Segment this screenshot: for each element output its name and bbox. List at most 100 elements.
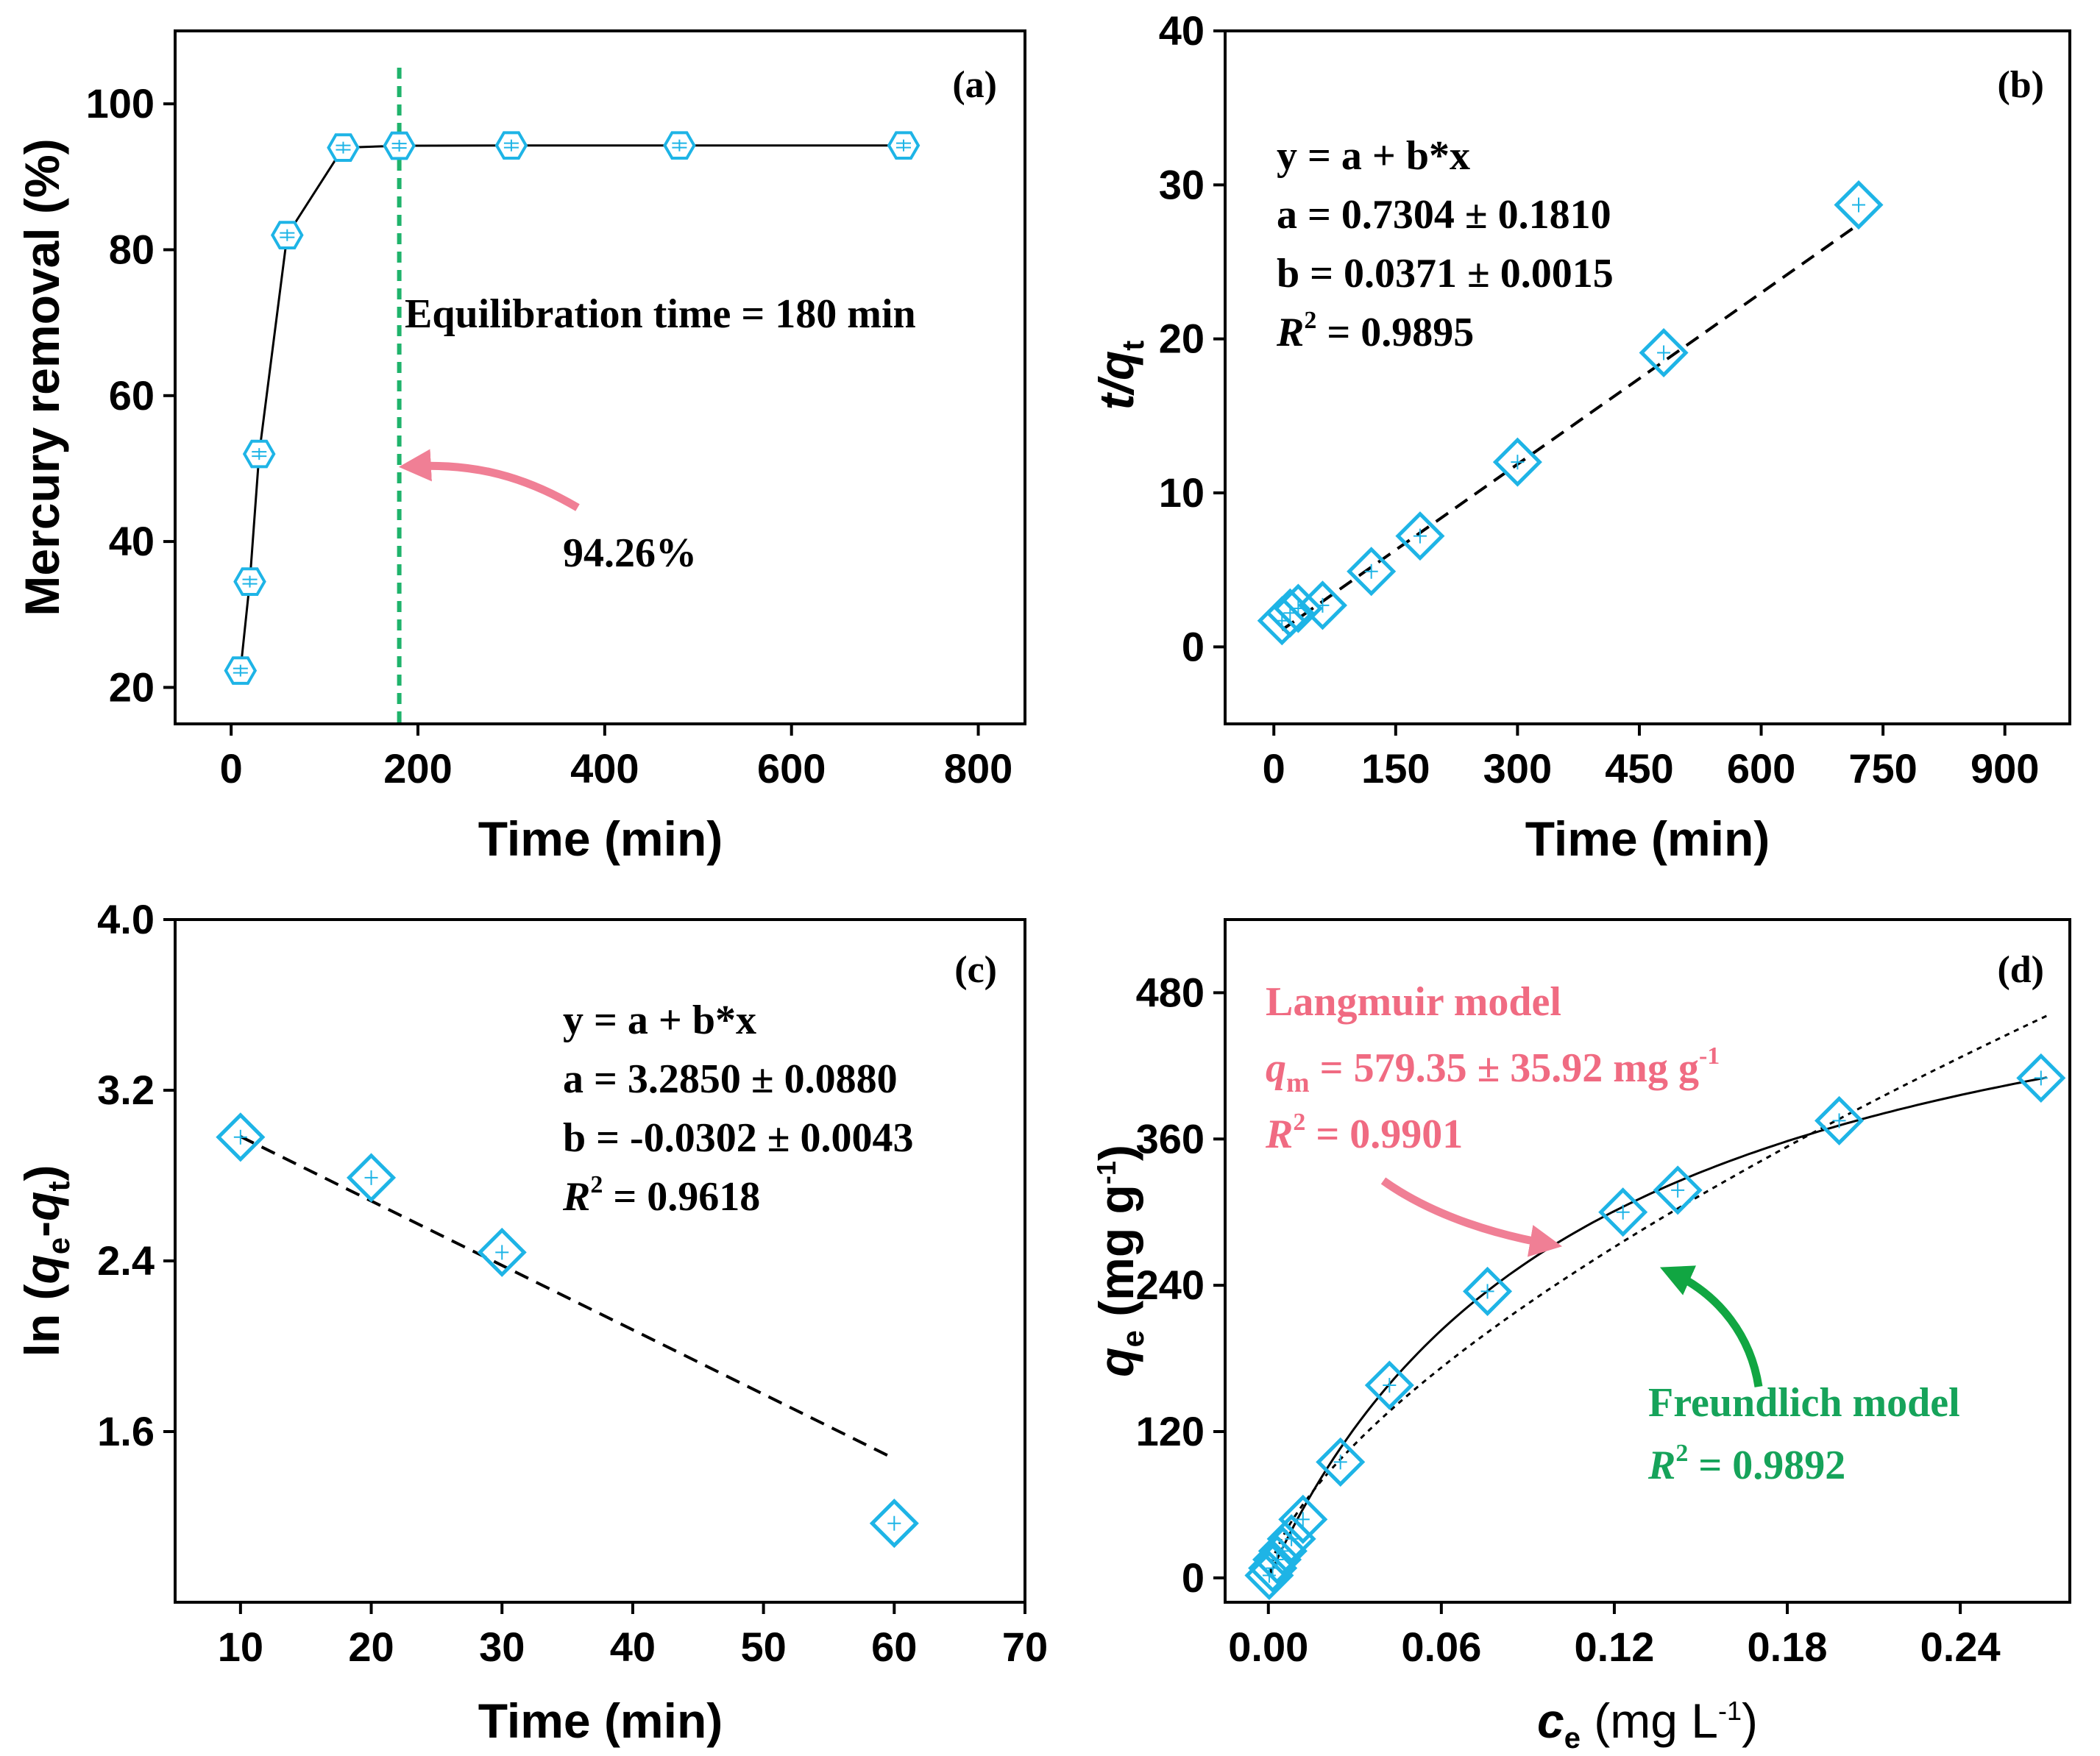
data-point bbox=[1347, 547, 1397, 597]
data-point bbox=[494, 131, 528, 160]
data-point bbox=[1278, 1494, 1328, 1544]
panel-c: 10 20 30 40 50 60 70 1.6 2.4 3.2 4.0 (c) y = a + b… bbox=[15, 896, 1048, 1748]
freundlich-r2: R2 = 0.9892 bbox=[1647, 1440, 1845, 1488]
x-tick-label: 0 bbox=[220, 745, 243, 792]
freundlich-arrow-icon bbox=[1659, 1265, 1763, 1387]
y-tick-label: 0 bbox=[1182, 1554, 1205, 1601]
panel-b-frame bbox=[1224, 29, 2071, 725]
data-point bbox=[383, 131, 416, 160]
x-tick-label: 0.06 bbox=[1401, 1624, 1481, 1670]
b-eq-line3: b = 0.0371 ± 0.0015 bbox=[1277, 251, 1614, 296]
data-point bbox=[1834, 180, 1884, 230]
x-tick-label: 60 bbox=[871, 1624, 917, 1670]
data-point bbox=[887, 131, 920, 160]
panel-d-label: (d) bbox=[1997, 949, 2044, 991]
panel-c-xlabel: Time (min) bbox=[478, 1693, 723, 1748]
panel-b-xlabel: Time (min) bbox=[1525, 811, 1770, 866]
data-point bbox=[1364, 1360, 1414, 1410]
freundlich-curve bbox=[1268, 1014, 2048, 1574]
x-tick-label: 10 bbox=[218, 1624, 263, 1670]
data-point bbox=[1316, 1437, 1366, 1487]
y-tick-label: 4.0 bbox=[97, 896, 155, 942]
panel-b-label: (b) bbox=[1997, 64, 2044, 106]
y-tick-label: 40 bbox=[109, 518, 155, 564]
y-tick-label: 480 bbox=[1136, 969, 1205, 1015]
y-tick-label: 0 bbox=[1182, 623, 1205, 669]
x-tick-label: 200 bbox=[383, 745, 452, 792]
data-point bbox=[224, 656, 258, 685]
x-tick-label: 600 bbox=[757, 745, 826, 792]
data-point bbox=[1653, 1165, 1703, 1215]
panel-d-ylabel: qe (mg g-1) bbox=[1089, 1145, 1150, 1377]
y-tick-label: 100 bbox=[86, 80, 155, 127]
data-point bbox=[1598, 1187, 1648, 1237]
b-equation: y = a + b*x a = 0.7304 ± 0.1810 b = 0.03… bbox=[1276, 133, 1614, 355]
y-tick-label: 3.2 bbox=[97, 1067, 155, 1113]
x-tick-label: 40 bbox=[610, 1624, 656, 1670]
data-point bbox=[1395, 511, 1445, 561]
data-point bbox=[1492, 437, 1542, 487]
y-tick-label: 20 bbox=[109, 664, 155, 710]
x-tick-label: 70 bbox=[1002, 1624, 1048, 1670]
y-tick-label: 1.6 bbox=[97, 1408, 155, 1454]
panel-c-label: (c) bbox=[954, 949, 997, 991]
x-tick-label: 0.12 bbox=[1574, 1624, 1654, 1670]
y-tick-label: 40 bbox=[1159, 7, 1205, 54]
data-point bbox=[663, 131, 696, 160]
langmuir-arrow-icon bbox=[1380, 1177, 1563, 1257]
data-point bbox=[1297, 580, 1347, 630]
langmuir-r2: R2 = 0.9901 bbox=[1265, 1109, 1463, 1157]
y-tick-label: 60 bbox=[109, 372, 155, 419]
b-eq-line1: y = a + b*x bbox=[1277, 133, 1470, 179]
x-tick-label: 150 bbox=[1361, 745, 1430, 792]
langmuir-qm: qm = 579.35 ± 35.92 mg g-1 bbox=[1266, 1042, 1720, 1098]
data-point bbox=[1815, 1095, 1865, 1145]
x-tick-label: 400 bbox=[570, 745, 639, 792]
a-series-line bbox=[239, 144, 904, 671]
y-tick-label: 30 bbox=[1159, 161, 1205, 207]
b-eq-line2: a = 0.7304 ± 0.1810 bbox=[1277, 192, 1611, 238]
x-tick-label: 0 bbox=[1263, 745, 1285, 792]
panel-a-ylabel: Mercury removal (%) bbox=[15, 138, 69, 616]
panel-c-ylabel: ln (qe-qt) bbox=[15, 1165, 76, 1357]
x-tick-label: 600 bbox=[1727, 745, 1795, 792]
b-eq-r2: R2 = 0.9895 bbox=[1276, 307, 1474, 355]
y-tick-label: 20 bbox=[1159, 316, 1205, 362]
x-tick-label: 0.24 bbox=[1920, 1624, 2001, 1670]
x-tick-label: 20 bbox=[348, 1624, 394, 1670]
panel-b-ylabel: t/qt bbox=[1089, 341, 1150, 410]
panel-a-frame bbox=[174, 29, 1026, 725]
x-tick-label: 30 bbox=[479, 1624, 525, 1670]
panel-a-label: (a) bbox=[952, 64, 997, 106]
c-fit-line bbox=[239, 1135, 895, 1460]
panel-d: 0.00 0.06 0.12 0.18 0.24 0 120 240 360 480 (d) La… bbox=[1089, 918, 2071, 1755]
data-point bbox=[347, 1153, 397, 1203]
data-point bbox=[327, 133, 360, 162]
c-equation: y = a + b*x a = 3.2850 ± 0.0880 b = -0.0… bbox=[562, 998, 913, 1220]
langmuir-legend: Langmuir model qm = 579.35 ± 35.92 mg g-… bbox=[1265, 979, 1720, 1157]
x-tick-label: 0.00 bbox=[1228, 1624, 1308, 1670]
x-tick-label: 50 bbox=[740, 1624, 786, 1670]
data-point bbox=[869, 1499, 919, 1549]
y-tick-label: 80 bbox=[109, 226, 155, 272]
data-point bbox=[477, 1227, 527, 1277]
data-point bbox=[1257, 596, 1307, 646]
panel-d-xlabel: ce (mg L-1) bbox=[1537, 1693, 1758, 1755]
data-point bbox=[270, 221, 304, 249]
data-point bbox=[2016, 1053, 2066, 1103]
freundlich-legend: Freundlich model R2 = 0.9892 bbox=[1647, 1380, 1960, 1488]
langmuir-title: Langmuir model bbox=[1266, 979, 1561, 1025]
x-tick-label: 750 bbox=[1848, 745, 1917, 792]
freundlich-title: Freundlich model bbox=[1648, 1380, 1960, 1426]
panel-a: 0 200 400 600 800 20 40 60 80 100 (a) Equilibrati… bbox=[15, 29, 1026, 866]
data-point bbox=[242, 439, 276, 469]
y-tick-label: 240 bbox=[1136, 1262, 1205, 1308]
data-point bbox=[1463, 1266, 1513, 1316]
y-tick-label: 10 bbox=[1159, 469, 1205, 516]
panel-d-frame bbox=[1224, 918, 2071, 1604]
c-eq-r2: R2 = 0.9618 bbox=[562, 1171, 760, 1220]
y-tick-label: 120 bbox=[1136, 1408, 1205, 1454]
x-tick-label: 0.18 bbox=[1748, 1624, 1828, 1670]
data-point bbox=[216, 1112, 266, 1162]
